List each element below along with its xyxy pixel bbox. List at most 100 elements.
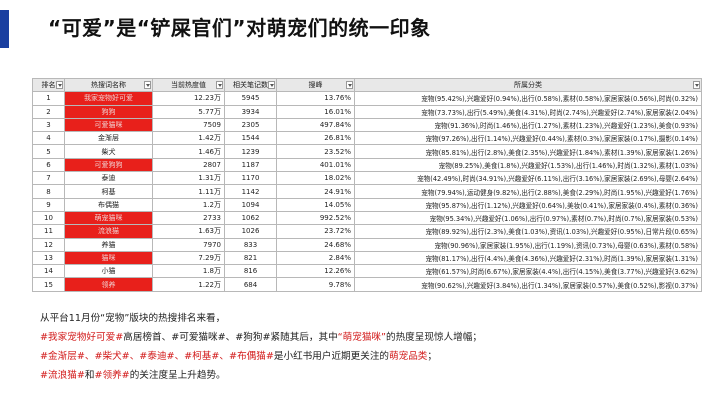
rank-cell[interactable]: 5 — [32, 144, 65, 159]
note-count-cell[interactable]: 1239 — [224, 144, 277, 159]
soar-cell[interactable]: 401.01% — [276, 157, 355, 173]
rank-cell[interactable]: 12 — [32, 237, 65, 252]
table-row[interactable]: 4 金渐层 1.42万 1544 26.81% 宠物(97.26%),出行(1.14%),… — [32, 131, 702, 146]
table-row[interactable]: 6 可爱狗狗 2807 1187 401.01% 宠物(89.25%),美食(1.8%),… — [32, 157, 702, 173]
note-count-cell[interactable]: 1170 — [224, 171, 277, 186]
header-rank[interactable]: 排名 — [32, 77, 65, 93]
category-cell[interactable]: 宠物(97.26%),出行(1.14%),兴趣爱好(0.44%),素材(0.3%… — [354, 131, 702, 146]
rank-cell[interactable]: 6 — [32, 157, 65, 173]
heat-cell[interactable]: 7.29万 — [152, 250, 225, 266]
category-cell[interactable]: 宠物(89.25%),美食(1.8%),兴趣爱好(1.53%),出行(1.46%… — [354, 157, 702, 173]
keyword-cell[interactable]: 可爱狗狗 — [64, 157, 153, 173]
table-row[interactable]: 5 柴犬 1.46万 1239 23.52% 宠物(85.81%),出行(2.8%),美食… — [32, 144, 702, 159]
category-cell[interactable]: 宠物(91.36%),时尚(1.46%),出行(1.27%),素材(1.23%)… — [354, 117, 702, 133]
heat-cell[interactable]: 5.77万 — [152, 104, 225, 119]
heat-cell[interactable]: 1.22万 — [152, 277, 225, 292]
filter-dropdown-icon[interactable] — [346, 81, 353, 89]
keyword-cell[interactable]: 金渐层 — [64, 131, 153, 146]
soar-cell[interactable]: 24.91% — [276, 184, 355, 199]
rank-cell[interactable]: 3 — [32, 117, 65, 133]
keyword-cell[interactable]: 狗狗 — [64, 104, 153, 119]
note-count-cell[interactable]: 1026 — [224, 224, 277, 239]
keyword-cell[interactable]: 养猫 — [64, 237, 153, 252]
soar-cell[interactable]: 26.81% — [276, 131, 355, 146]
heat-cell[interactable]: 1.46万 — [152, 144, 225, 159]
category-cell[interactable]: 宠物(90.96%),家居家装(1.95%),出行(1.19%),资讯(0.73… — [354, 237, 702, 252]
header-soar[interactable]: 搜峰 — [276, 77, 355, 93]
rank-cell[interactable]: 1 — [32, 91, 65, 106]
heat-cell[interactable]: 1.2万 — [152, 197, 225, 212]
rank-cell[interactable]: 13 — [32, 250, 65, 266]
table-row[interactable]: 13 猫咪 7.29万 821 2.84% 宠物(81.17%),出行(4.4%),美食(… — [32, 250, 702, 266]
table-row[interactable]: 15 领养 1.22万 684 9.78% 宠物(90.62%),兴趣爱好(3.84%),… — [32, 277, 702, 292]
filter-dropdown-icon[interactable] — [56, 81, 63, 89]
keyword-cell[interactable]: 柯基 — [64, 184, 153, 199]
header-note-count[interactable]: 相关笔记数 — [224, 77, 277, 93]
filter-dropdown-icon[interactable] — [693, 81, 700, 89]
keyword-cell[interactable]: 可爱猫咪 — [64, 117, 153, 133]
rank-cell[interactable]: 10 — [32, 210, 65, 226]
category-cell[interactable]: 宠物(79.94%),运动健身(9.82%),出行(2.88%),美食(2.29… — [354, 184, 702, 199]
note-count-cell[interactable]: 5945 — [224, 91, 277, 106]
heat-cell[interactable]: 1.63万 — [152, 224, 225, 239]
note-count-cell[interactable]: 2305 — [224, 117, 277, 133]
note-count-cell[interactable]: 833 — [224, 237, 277, 252]
table-row[interactable]: 2 狗狗 5.77万 3934 16.01% 宠物(73.73%),出行(5.49%),美… — [32, 104, 702, 119]
soar-cell[interactable]: 9.78% — [276, 277, 355, 292]
category-cell[interactable]: 宠物(95.87%),出行(1.12%),兴趣爱好(0.64%),美妆(0.41… — [354, 197, 702, 212]
soar-cell[interactable]: 13.76% — [276, 91, 355, 106]
keyword-cell[interactable]: 猫咪 — [64, 250, 153, 266]
category-cell[interactable]: 宠物(81.17%),出行(4.4%),美食(4.36%),兴趣爱好(2.31%… — [354, 250, 702, 266]
note-count-cell[interactable]: 3934 — [224, 104, 277, 119]
note-count-cell[interactable]: 1062 — [224, 210, 277, 226]
category-cell[interactable]: 宠物(85.81%),出行(2.8%),美食(2.35%),兴趣爱好(1.84%… — [354, 144, 702, 159]
heat-cell[interactable]: 12.23万 — [152, 91, 225, 106]
soar-cell[interactable]: 18.02% — [276, 171, 355, 186]
filter-dropdown-icon[interactable] — [144, 81, 151, 89]
soar-cell[interactable]: 16.01% — [276, 104, 355, 119]
table-row[interactable]: 3 可爱猫咪 7509 2305 497.84% 宠物(91.36%),时尚(1.46%)… — [32, 117, 702, 133]
soar-cell[interactable]: 992.52% — [276, 210, 355, 226]
table-row[interactable]: 1 我家宠物好可爱 12.23万 5945 13.76% 宠物(95.42%),兴趣爱好(… — [32, 91, 702, 106]
rank-cell[interactable]: 7 — [32, 171, 65, 186]
header-keyword[interactable]: 热搜词名称 — [64, 77, 153, 93]
keyword-cell[interactable]: 布偶猫 — [64, 197, 153, 212]
category-cell[interactable]: 宠物(89.92%),出行(2.3%),美食(1.03%),资讯(1.03%),… — [354, 224, 702, 239]
category-cell[interactable]: 宠物(90.62%),兴趣爱好(3.84%),出行(1.34%),家居家装(0.… — [354, 277, 702, 292]
filter-dropdown-icon[interactable] — [216, 81, 223, 89]
soar-cell[interactable]: 14.05% — [276, 197, 355, 212]
table-row[interactable]: 10 萌宠猫咪 2733 1062 992.52% 宠物(95.34%),兴趣爱好(1.0… — [32, 210, 702, 226]
category-cell[interactable]: 宠物(61.57%),时尚(6.67%),家居家装(4.4%),出行(4.15%… — [354, 264, 702, 279]
filter-dropdown-icon[interactable] — [268, 81, 275, 89]
soar-cell[interactable]: 497.84% — [276, 117, 355, 133]
note-count-cell[interactable]: 1142 — [224, 184, 277, 199]
keyword-cell[interactable]: 流浪猫 — [64, 224, 153, 239]
keyword-cell[interactable]: 领养 — [64, 277, 153, 292]
keyword-cell[interactable]: 柴犬 — [64, 144, 153, 159]
soar-cell[interactable]: 23.72% — [276, 224, 355, 239]
heat-cell[interactable]: 1.8万 — [152, 264, 225, 279]
heat-cell[interactable]: 1.42万 — [152, 131, 225, 146]
soar-cell[interactable]: 24.68% — [276, 237, 355, 252]
table-row[interactable]: 7 泰迪 1.31万 1170 18.02% 宠物(42.49%),时尚(34.91%),… — [32, 171, 702, 186]
rank-cell[interactable]: 14 — [32, 264, 65, 279]
rank-cell[interactable]: 2 — [32, 104, 65, 119]
soar-cell[interactable]: 12.26% — [276, 264, 355, 279]
keyword-cell[interactable]: 我家宠物好可爱 — [64, 91, 153, 106]
heat-cell[interactable]: 1.31万 — [152, 171, 225, 186]
header-category[interactable]: 所属分类 — [354, 77, 702, 93]
note-count-cell[interactable]: 1544 — [224, 131, 277, 146]
rank-cell[interactable]: 11 — [32, 224, 65, 239]
heat-cell[interactable]: 2733 — [152, 210, 225, 226]
rank-cell[interactable]: 8 — [32, 184, 65, 199]
rank-cell[interactable]: 15 — [32, 277, 65, 292]
category-cell[interactable]: 宠物(42.49%),时尚(34.91%),兴趣爱好(6.11%),出行(3.1… — [354, 171, 702, 186]
soar-cell[interactable]: 2.84% — [276, 250, 355, 266]
keyword-cell[interactable]: 泰迪 — [64, 171, 153, 186]
heat-cell[interactable]: 1.11万 — [152, 184, 225, 199]
rank-cell[interactable]: 4 — [32, 131, 65, 146]
category-cell[interactable]: 宠物(95.42%),兴趣爱好(0.94%),出行(0.58%),素材(0.58… — [354, 91, 702, 106]
heat-cell[interactable]: 7509 — [152, 117, 225, 133]
keyword-cell[interactable]: 小猫 — [64, 264, 153, 279]
soar-cell[interactable]: 23.52% — [276, 144, 355, 159]
